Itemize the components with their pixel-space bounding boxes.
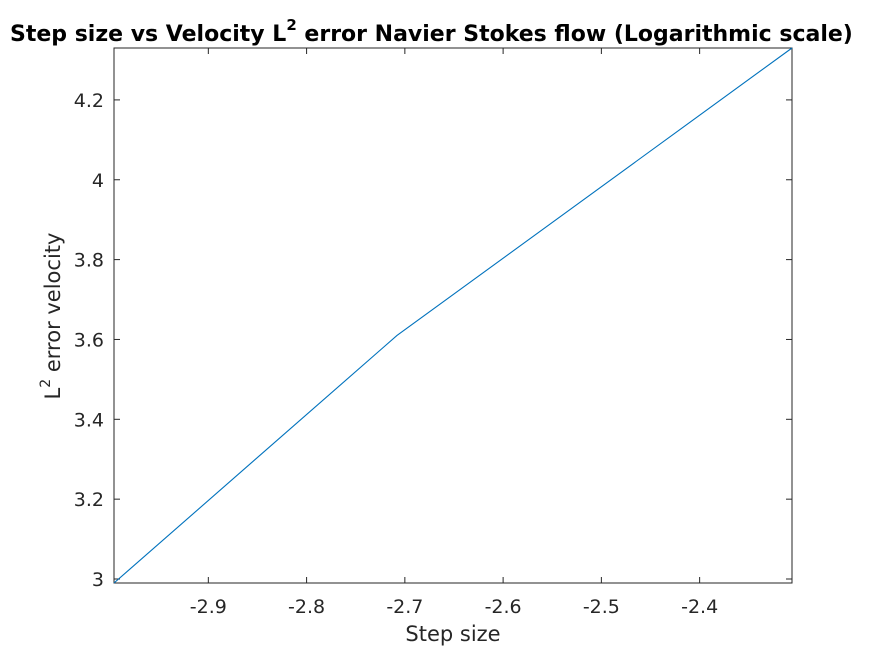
- x-tick-label: -2.5: [583, 596, 620, 618]
- x-axis-label: Step size: [405, 622, 500, 646]
- y-axis-label-suffix: error velocity: [41, 233, 65, 379]
- plot-area: [113, 47, 793, 584]
- x-tick-label: -2.4: [681, 596, 718, 618]
- chart-title-prefix: Step size vs Velocity L: [10, 22, 286, 47]
- x-axis-ticks: -2.9 -2.8 -2.7 -2.6 -2.5 -2.4: [190, 48, 718, 618]
- y-tick-label: 4: [92, 170, 104, 192]
- y-axis-label: L2 error velocity: [38, 233, 65, 400]
- y-tick-label: 3.6: [74, 329, 104, 351]
- x-tick-label: -2.9: [190, 596, 227, 618]
- y-axis-label-prefix: L: [41, 387, 65, 399]
- y-tick-label: 4.2: [74, 90, 104, 112]
- chart-title-suffix: error Navier Stokes flow (Logarithmic sc…: [297, 22, 853, 47]
- x-tick-label: -2.7: [386, 596, 423, 618]
- series-line: [113, 47, 793, 584]
- y-tick-label: 3.8: [74, 250, 104, 272]
- x-tick-label: -2.8: [288, 596, 325, 618]
- chart-title: Step size vs Velocity L2 error Navier St…: [10, 16, 853, 47]
- chart-title-superscript: 2: [286, 16, 296, 34]
- y-tick-label: 3.2: [74, 489, 104, 511]
- y-tick-label: 3.4: [74, 409, 104, 431]
- x-tick-label: -2.6: [485, 596, 522, 618]
- y-axis-label-superscript: 2: [38, 379, 54, 388]
- y-tick-label: 3: [92, 569, 104, 591]
- series-layer: [113, 47, 793, 584]
